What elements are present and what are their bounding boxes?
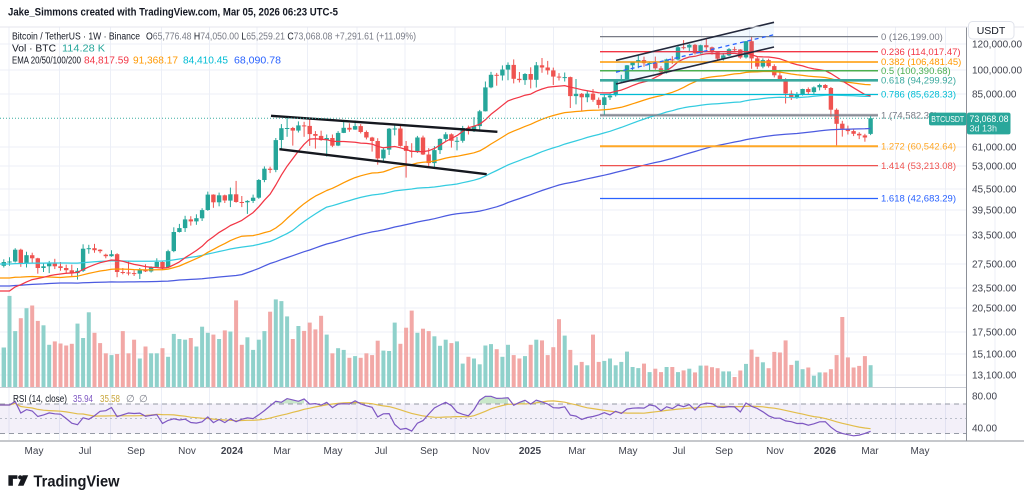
svg-text:Jul: Jul <box>673 446 686 457</box>
svg-text:3d 13h: 3d 13h <box>970 124 998 134</box>
svg-text:91,368.17: 91,368.17 <box>133 56 178 67</box>
svg-text:Jul: Jul <box>375 446 388 457</box>
svg-text:100,000.00: 100,000.00 <box>972 66 1022 77</box>
svg-text:Mar: Mar <box>273 446 291 457</box>
svg-text:84,410.45: 84,410.45 <box>183 56 228 67</box>
svg-text:0.382 (106,481.45): 0.382 (106,481.45) <box>881 57 961 68</box>
svg-text:RSI (14, close): RSI (14, close) <box>13 394 67 405</box>
svg-text:1 (74,582.30): 1 (74,582.30) <box>881 110 938 121</box>
svg-text:45,500.00: 45,500.00 <box>972 185 1017 196</box>
svg-text:0.618 (94,299.92): 0.618 (94,299.92) <box>881 76 956 87</box>
svg-text:23,500.00: 23,500.00 <box>972 284 1017 295</box>
svg-text:Sep: Sep <box>420 446 438 457</box>
svg-text:BTCUSDT: BTCUSDT <box>931 114 964 124</box>
svg-text:Bitcoin / TetherUS · 1W · Bina: Bitcoin / TetherUS · 1W · Binance <box>12 32 140 43</box>
svg-text:May: May <box>324 446 343 457</box>
svg-text:∅: ∅ <box>126 394 135 405</box>
svg-text:1.618 (42,683.29): 1.618 (42,683.29) <box>881 194 956 205</box>
svg-text:TradingView: TradingView <box>34 474 121 491</box>
svg-text:Mar: Mar <box>568 446 586 457</box>
svg-text:85,000.00: 85,000.00 <box>972 90 1017 101</box>
svg-text:Vol · BTC: Vol · BTC <box>12 44 56 55</box>
svg-text:∅: ∅ <box>139 394 148 405</box>
svg-text:0 (126,199.00): 0 (126,199.00) <box>881 32 943 43</box>
svg-text:Sep: Sep <box>127 446 145 457</box>
svg-text:53,000.00: 53,000.00 <box>972 162 1017 173</box>
svg-text:Sep: Sep <box>715 446 733 457</box>
svg-text:84,817.59: 84,817.59 <box>84 56 129 67</box>
svg-text:Nov: Nov <box>472 446 490 457</box>
svg-text:40.00: 40.00 <box>972 424 997 435</box>
svg-text:20,500.00: 20,500.00 <box>972 304 1017 315</box>
svg-text:2024: 2024 <box>221 446 244 457</box>
svg-text:35.58: 35.58 <box>100 394 120 405</box>
svg-text:17,500.00: 17,500.00 <box>972 328 1017 339</box>
svg-text:2025: 2025 <box>519 446 542 457</box>
svg-text:13,100.00: 13,100.00 <box>972 371 1017 382</box>
svg-text:73,068.08: 73,068.08 <box>970 114 1009 125</box>
svg-text:Jul: Jul <box>79 446 92 457</box>
svg-text:80.00: 80.00 <box>972 392 997 403</box>
svg-text:1.414 (53,213.08): 1.414 (53,213.08) <box>881 161 956 172</box>
svg-text:0.786 (85,628.33): 0.786 (85,628.33) <box>881 90 956 101</box>
svg-text:114.28 K: 114.28 K <box>62 44 105 55</box>
svg-text:39,500.00: 39,500.00 <box>972 206 1017 217</box>
svg-text:0.5 (100,390.68): 0.5 (100,390.68) <box>881 66 951 77</box>
svg-text:May: May <box>25 446 44 457</box>
svg-text:Nov: Nov <box>766 446 784 457</box>
svg-text:Nov: Nov <box>178 446 196 457</box>
svg-text:61,000.00: 61,000.00 <box>972 143 1017 154</box>
svg-text:USDT: USDT <box>977 25 1006 37</box>
svg-text:0.236 (114,017.47): 0.236 (114,017.47) <box>881 47 961 58</box>
svg-text:68,090.78: 68,090.78 <box>234 56 281 67</box>
svg-text:May: May <box>911 446 930 457</box>
svg-text:35.94: 35.94 <box>73 394 93 405</box>
svg-text:Jake_Simmons created with Trad: Jake_Simmons created with TradingView.co… <box>8 7 338 19</box>
svg-text:O65,776.48 H74,050.00 L65,259.: O65,776.48 H74,050.00 L65,259.21 C73,068… <box>146 32 416 43</box>
svg-text:15,100.00: 15,100.00 <box>972 350 1017 361</box>
svg-text:May: May <box>619 446 638 457</box>
svg-text:EMA 20/50/100/200: EMA 20/50/100/200 <box>12 56 81 67</box>
svg-text:27,500.00: 27,500.00 <box>972 260 1017 271</box>
svg-text:2026: 2026 <box>814 446 837 457</box>
svg-text:1.272 (60,542.64): 1.272 (60,542.64) <box>881 142 956 153</box>
svg-text:120,000.00: 120,000.00 <box>972 40 1022 51</box>
svg-text:Mar: Mar <box>861 446 879 457</box>
svg-text:33,500.00: 33,500.00 <box>972 231 1017 242</box>
